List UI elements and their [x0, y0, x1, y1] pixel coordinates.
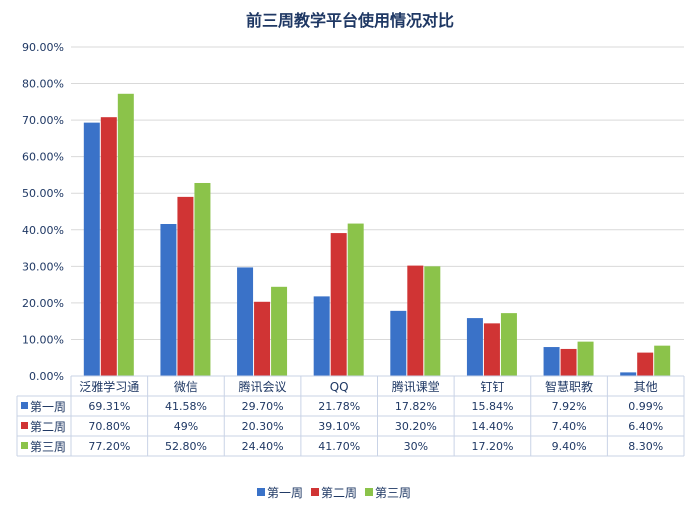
- category-label: 微信: [174, 380, 198, 394]
- bars: [83, 93, 671, 377]
- table-cell: 30.20%: [395, 420, 437, 433]
- legend-key: [365, 488, 373, 496]
- y-tick-label: 90.00%: [22, 41, 64, 54]
- table-cell: 15.84%: [471, 400, 513, 413]
- y-tick-label: 0.00%: [29, 370, 64, 383]
- table-cell: 41.70%: [318, 440, 360, 453]
- bar-第一周-其他: [620, 372, 637, 376]
- y-tick-label: 80.00%: [22, 78, 64, 91]
- table-row-label: 第二周: [30, 420, 66, 434]
- y-tick-label: 40.00%: [22, 224, 64, 237]
- y-tick-label: 60.00%: [22, 151, 64, 164]
- bar-第二周-泛雅学习通: [100, 117, 117, 376]
- bar-第二周-其他: [637, 352, 654, 376]
- legend-label: 第三周: [375, 486, 411, 500]
- bar-第二周-智慧职教: [560, 348, 577, 376]
- y-tick-label: 20.00%: [22, 297, 64, 310]
- table-cell: 29.70%: [242, 400, 284, 413]
- category-label: 其他: [634, 380, 658, 394]
- legend-label: 第一周: [267, 486, 303, 500]
- table-row-label: 第一周: [30, 400, 66, 414]
- table-row-label: 第三周: [30, 440, 66, 454]
- bar-第一周-钉钉: [466, 318, 483, 376]
- bar-第二周-微信: [177, 196, 194, 376]
- table-cell: 6.40%: [628, 420, 663, 433]
- y-tick-label: 30.00%: [22, 260, 64, 273]
- bar-第三周-腾讯课堂: [424, 266, 441, 376]
- bar-第三周-智慧职教: [577, 341, 594, 376]
- table-cell: 7.40%: [552, 420, 587, 433]
- table-cell: 49%: [174, 420, 198, 433]
- table-cell: 39.10%: [318, 420, 360, 433]
- category-label: QQ: [330, 380, 349, 394]
- bar-第二周-腾讯课堂: [407, 265, 424, 376]
- table-cell: 0.99%: [628, 400, 663, 413]
- table-cell: 77.20%: [88, 440, 130, 453]
- table-cell: 69.31%: [88, 400, 130, 413]
- table-cell: 24.40%: [242, 440, 284, 453]
- bar-第三周-QQ: [347, 223, 364, 376]
- category-label: 腾讯课堂: [392, 379, 440, 394]
- table-cell: 20.30%: [242, 420, 284, 433]
- bar-第三周-微信: [194, 182, 211, 376]
- table-cell: 7.92%: [552, 400, 587, 413]
- category-label: 钉钉: [480, 380, 504, 394]
- bar-第一周-智慧职教: [543, 347, 560, 376]
- table-cell: 52.80%: [165, 440, 207, 453]
- table-cell: 17.20%: [471, 440, 513, 453]
- bar-第一周-腾讯课堂: [390, 310, 407, 376]
- y-tick-label: 10.00%: [22, 333, 64, 346]
- bar-第二周-钉钉: [483, 323, 500, 376]
- bar-第一周-腾讯会议: [237, 267, 254, 376]
- bar-第三周-泛雅学习通: [117, 93, 134, 377]
- legend-label: 第二周: [321, 486, 357, 500]
- bar-第二周-QQ: [330, 233, 347, 376]
- bar-第三周-钉钉: [500, 313, 517, 376]
- category-label: 智慧职教: [545, 379, 593, 394]
- table-legend-key: [21, 442, 28, 449]
- category-label: 泛雅学习通: [79, 379, 139, 394]
- y-axis-ticks: 0.00% 10.00% 20.00% 30.00% 40.00% 50.00% 60.00…: [22, 41, 64, 383]
- bar-第一周-微信: [160, 224, 177, 376]
- category-label: 腾讯会议: [239, 379, 287, 394]
- bar-第一周-QQ: [313, 296, 330, 376]
- legend: 第一周 第二周 第三周: [257, 486, 411, 500]
- table-legend-key: [21, 402, 28, 409]
- y-tick-label: 50.00%: [22, 187, 64, 200]
- bar-第一周-泛雅学习通: [83, 122, 100, 376]
- legend-key: [257, 488, 265, 496]
- table-cell: 14.40%: [471, 420, 513, 433]
- chart-title: 前三周教学平台使用情况对比: [246, 11, 454, 30]
- y-tick-label: 70.00%: [22, 114, 64, 127]
- table-cell: 30%: [404, 440, 428, 453]
- table-cell: 8.30%: [628, 440, 663, 453]
- bar-第二周-腾讯会议: [254, 301, 271, 376]
- legend-key: [311, 488, 319, 496]
- table-legend-key: [21, 422, 28, 429]
- bar-第三周-其他: [654, 345, 671, 376]
- table-cell: 21.78%: [318, 400, 360, 413]
- bar-第三周-腾讯会议: [271, 286, 288, 376]
- table-cell: 70.80%: [88, 420, 130, 433]
- table-cell: 41.58%: [165, 400, 207, 413]
- table-cell: 9.40%: [552, 440, 587, 453]
- table-cell: 17.82%: [395, 400, 437, 413]
